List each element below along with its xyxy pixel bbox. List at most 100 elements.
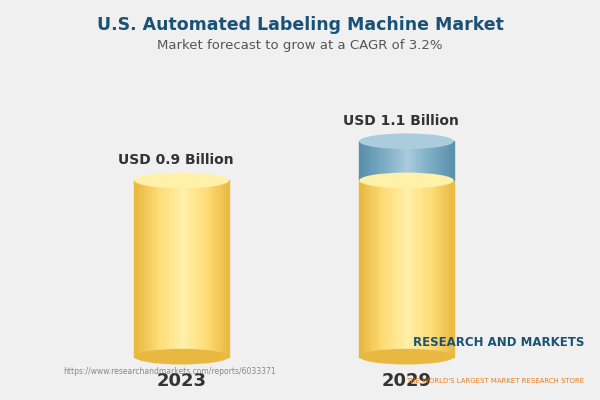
Bar xyxy=(378,180,380,357)
Bar xyxy=(423,141,425,180)
Bar xyxy=(413,141,416,180)
Bar xyxy=(359,141,362,180)
Bar xyxy=(172,180,175,357)
Bar xyxy=(390,141,392,180)
Ellipse shape xyxy=(359,134,454,149)
Bar xyxy=(224,180,227,357)
Bar xyxy=(222,180,224,357)
Bar xyxy=(437,141,440,180)
Bar xyxy=(160,180,163,357)
Bar xyxy=(404,141,407,180)
Bar xyxy=(395,180,397,357)
Bar xyxy=(425,180,428,357)
Bar xyxy=(388,180,390,357)
Bar xyxy=(435,180,437,357)
Bar xyxy=(430,180,433,357)
Bar xyxy=(364,180,366,357)
Bar xyxy=(175,180,177,357)
Bar xyxy=(404,180,407,357)
Bar xyxy=(163,180,165,357)
Bar xyxy=(390,180,392,357)
Bar xyxy=(137,180,139,357)
Bar xyxy=(418,141,421,180)
Bar xyxy=(433,180,435,357)
Bar xyxy=(451,141,454,180)
Bar xyxy=(134,180,137,357)
Bar xyxy=(364,141,366,180)
Bar xyxy=(397,141,400,180)
Bar xyxy=(151,180,153,357)
Bar xyxy=(167,180,170,357)
Bar xyxy=(371,141,373,180)
Bar xyxy=(165,180,167,357)
Bar xyxy=(449,180,451,357)
Bar xyxy=(392,180,395,357)
Ellipse shape xyxy=(359,172,454,188)
Bar xyxy=(435,141,437,180)
Bar xyxy=(139,180,142,357)
Bar xyxy=(378,141,380,180)
Text: 2023: 2023 xyxy=(157,372,206,390)
Bar xyxy=(418,180,421,357)
Bar xyxy=(447,141,449,180)
Bar xyxy=(210,180,212,357)
Text: Market forecast to grow at a CAGR of 3.2%: Market forecast to grow at a CAGR of 3.2… xyxy=(157,40,443,52)
Bar xyxy=(373,180,376,357)
Bar xyxy=(196,180,198,357)
Bar xyxy=(366,141,368,180)
Text: https://www.researchandmarkets.com/reports/6033371: https://www.researchandmarkets.com/repor… xyxy=(64,367,276,376)
Bar xyxy=(220,180,222,357)
Bar xyxy=(380,180,383,357)
Bar xyxy=(428,180,430,357)
Bar xyxy=(400,180,402,357)
Bar xyxy=(366,180,368,357)
Bar xyxy=(440,180,442,357)
Bar xyxy=(189,180,191,357)
Ellipse shape xyxy=(134,349,229,364)
Bar xyxy=(182,180,184,357)
Bar xyxy=(142,180,144,357)
Bar xyxy=(217,180,220,357)
Bar xyxy=(447,180,449,357)
Bar xyxy=(194,180,196,357)
Bar xyxy=(187,180,189,357)
Bar xyxy=(409,180,411,357)
Bar xyxy=(149,180,151,357)
Bar xyxy=(407,141,409,180)
Bar xyxy=(411,141,413,180)
Bar xyxy=(376,141,378,180)
Bar xyxy=(212,180,215,357)
Bar xyxy=(376,180,378,357)
Bar xyxy=(421,141,423,180)
Bar xyxy=(385,141,388,180)
Text: 2029: 2029 xyxy=(382,372,431,390)
Bar xyxy=(437,180,440,357)
Bar xyxy=(388,141,390,180)
Text: RESEARCH AND MARKETS: RESEARCH AND MARKETS xyxy=(413,336,584,349)
Bar xyxy=(451,180,454,357)
Bar xyxy=(433,141,435,180)
Bar xyxy=(200,180,203,357)
Bar xyxy=(362,141,364,180)
Bar xyxy=(368,141,371,180)
Bar xyxy=(153,180,155,357)
Text: U.S. Automated Labeling Machine Market: U.S. Automated Labeling Machine Market xyxy=(97,16,503,34)
Bar xyxy=(179,180,182,357)
Bar xyxy=(359,180,362,357)
Bar xyxy=(205,180,208,357)
Bar xyxy=(362,180,364,357)
Bar xyxy=(184,180,187,357)
Bar xyxy=(373,141,376,180)
Bar xyxy=(371,180,373,357)
Bar xyxy=(155,180,158,357)
Bar xyxy=(158,180,160,357)
Bar xyxy=(177,180,179,357)
Bar xyxy=(423,180,425,357)
Bar xyxy=(421,180,423,357)
Bar xyxy=(442,141,445,180)
Bar xyxy=(146,180,149,357)
Bar xyxy=(383,141,385,180)
Bar xyxy=(191,180,194,357)
Bar xyxy=(409,141,411,180)
Bar xyxy=(144,180,146,357)
